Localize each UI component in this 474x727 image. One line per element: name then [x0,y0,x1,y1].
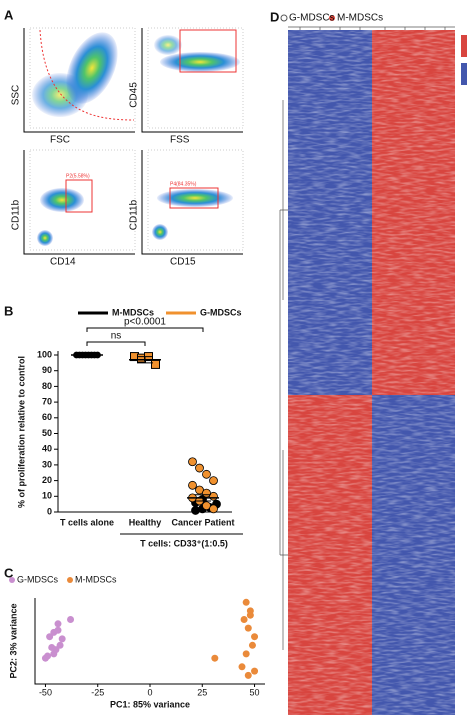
flow-plot [29,27,136,129]
point [56,641,64,649]
y-tick-label: 50 [42,428,52,438]
axis-label: CD45 [129,82,140,108]
point [67,616,75,623]
y-tick-label: 80 [42,381,52,391]
error-bar [195,494,211,502]
point [238,663,246,671]
point [46,633,54,641]
x-tick-label: 25 [197,687,207,697]
point [41,654,49,662]
point [195,463,204,473]
x-tick-label: -25 [91,687,104,697]
bracket [86,327,204,332]
group-label: T cells: CD33⁺(1:0.5) [140,538,228,548]
point [251,633,259,641]
axis-label: CD14 [50,257,76,268]
y-tick-label: 0 [47,506,52,516]
legend-label: M-MDSCs [337,13,383,24]
axis-label: PC2: 3% variance [8,603,18,678]
y-tick-label: 90 [42,365,52,375]
gate-label: P4(84.35%) [170,181,197,187]
point [209,476,218,486]
annotation: ns [111,331,122,342]
x-tick-label: Cancer Patient [171,517,234,527]
point [248,641,256,649]
point [54,620,62,628]
axis-label: SSC [11,85,22,106]
y-tick-label: 60 [42,412,52,422]
point [188,457,197,467]
x-tick-label: T cells alone [60,517,114,527]
axis-label: CD11b [11,199,22,230]
x-tick-label: 50 [250,687,260,697]
point [244,624,252,632]
panel-label: D [270,9,279,24]
y-tick-label: 10 [42,491,52,501]
flow-plot [147,149,244,251]
axis-label: FSC [50,135,70,146]
legend-label: G-MDSCs [17,574,58,584]
axis-label: CD11b [129,199,140,230]
panel-label: B [4,303,13,318]
point [151,359,160,369]
gate-label: P2(5.58%) [66,173,90,179]
x-tick-label: 0 [147,687,152,697]
axis-label: % of proliferation relative to control [16,356,26,508]
axis [34,598,265,685]
legend-label: G-MDSCs [200,307,242,317]
x-tick-label: -50 [39,687,52,697]
axis-label: PC1: 85% variance [110,699,190,709]
point [244,671,252,679]
point [54,626,62,634]
panel-label: C [4,565,14,580]
point [211,654,219,662]
y-tick-label: 20 [42,475,52,485]
point [240,616,248,623]
axis [57,351,232,513]
point [242,598,250,606]
point [251,667,259,675]
error-bar [79,353,95,357]
y-tick-label: 30 [42,459,52,469]
legend-label: M-MDSCs [75,574,117,584]
y-tick-label: 100 [37,349,52,359]
point [202,469,211,479]
bracket [86,341,146,346]
legend-swatch [67,577,73,583]
x-tick-label: Healthy [129,517,162,527]
point [242,650,250,658]
error-bar [137,356,153,364]
point [246,611,254,619]
point [209,504,218,514]
legend-label: M-MDSCs [112,307,154,317]
legend-label: G-MDSCs [289,13,335,24]
legend-swatch [9,577,15,583]
flow-plot [147,27,244,129]
y-tick-label: 70 [42,396,52,406]
heatmap [279,14,467,715]
point [188,480,197,490]
annotation: p<0.0001 [124,317,166,328]
point [209,491,218,501]
point [50,650,58,658]
flow-axes [23,28,243,255]
axis-label: FSS [170,135,190,146]
flow-plot [29,149,136,251]
axis-label: CD15 [170,257,196,268]
panel-label: A [4,7,14,22]
y-tick-label: 40 [42,444,52,454]
point [58,635,66,643]
